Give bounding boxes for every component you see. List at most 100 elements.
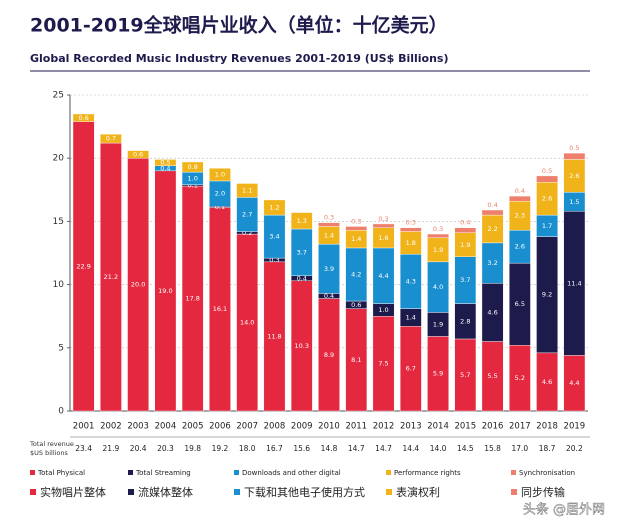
value-label: 1.7	[542, 222, 552, 230]
value-label: 1.6	[378, 234, 388, 242]
bar-segment	[263, 199, 286, 216]
total-label: 14.8	[321, 444, 338, 453]
value-label: 5.7	[460, 371, 470, 379]
value-label: 0.4	[324, 292, 334, 300]
legend-label: Total Physical	[37, 469, 85, 477]
value-label: 5.2	[515, 374, 525, 382]
x-tick-label: 2003	[127, 422, 149, 432]
x-tick-label: 2010	[318, 422, 340, 432]
value-label: 6.7	[406, 365, 416, 373]
value-label: 4.0	[433, 283, 443, 291]
value-label: 2.2	[487, 225, 497, 233]
total-label: 17.0	[511, 444, 528, 453]
value-label: 2.8	[460, 317, 470, 325]
value-label: 1.0	[215, 171, 225, 179]
value-label: 3.9	[324, 265, 334, 273]
value-label: 0.7	[106, 135, 116, 143]
value-label: 0.1	[188, 181, 198, 189]
value-label: 0.8	[188, 163, 198, 171]
x-tick-label: 2001	[73, 422, 95, 432]
value-label: 10.3	[294, 342, 308, 350]
x-tick-label: 2015	[454, 422, 476, 432]
total-label: 14.5	[457, 444, 474, 453]
value-label: 1.0	[188, 174, 198, 182]
legend-label: 同步传输	[521, 485, 565, 499]
x-tick-label: 2005	[182, 422, 204, 432]
bar-segment	[372, 223, 395, 228]
y-tick-label: 15	[53, 217, 64, 227]
y-tick-label: 10	[53, 280, 65, 290]
value-label: 1.4	[406, 313, 416, 321]
bar-segment	[536, 175, 558, 183]
value-label: 2.6	[515, 243, 525, 251]
x-tick-label: 2016	[482, 422, 504, 432]
value-label: 3.7	[460, 276, 470, 284]
bar-segment	[127, 150, 149, 159]
value-label: 5.5	[487, 372, 497, 380]
y-tick-label: 20	[53, 154, 65, 164]
legend-swatch	[511, 470, 516, 475]
value-label: 7.5	[378, 360, 388, 368]
value-label: 0.6	[78, 114, 88, 122]
legend-label: 表演权利	[396, 485, 440, 499]
value-label: 8.1	[351, 356, 361, 364]
value-label: 9.2	[542, 291, 552, 299]
totals-label: Total revenue	[29, 440, 74, 448]
x-tick-label: 2002	[100, 422, 122, 432]
bar-segment	[509, 195, 531, 202]
value-label: 21.2	[104, 273, 118, 281]
legend-swatch	[30, 489, 36, 495]
bar-segment	[236, 183, 259, 198]
value-label: 1.5	[569, 198, 579, 206]
value-label: 0.5	[569, 144, 579, 152]
bar-segment	[563, 152, 586, 160]
bar-segment	[345, 226, 368, 231]
value-label: 17.8	[185, 295, 199, 303]
value-label: 14.0	[240, 319, 254, 327]
total-label: 18.0	[239, 444, 256, 453]
value-label: 1.4	[351, 235, 361, 243]
legend-label: Performance rights	[394, 469, 461, 477]
legend-label: 流媒体整体	[138, 485, 193, 499]
total-label: 20.3	[157, 444, 174, 453]
bar-segment	[318, 222, 340, 227]
value-label: 1.9	[433, 246, 443, 254]
value-label: 19.0	[158, 287, 172, 295]
value-label: 4.6	[487, 308, 497, 316]
value-label: 0.4	[487, 201, 497, 209]
value-label: 2.3	[515, 212, 525, 220]
value-label: 0.6	[351, 301, 361, 309]
x-tick-label: 2006	[209, 422, 231, 432]
x-tick-label: 2004	[155, 422, 177, 432]
total-label: 14.7	[348, 444, 365, 453]
value-label: 2.0	[215, 190, 225, 198]
bar-segment	[399, 227, 422, 232]
value-label: 0.4	[460, 219, 470, 227]
value-label: 4.4	[378, 272, 388, 280]
value-label: 1.1	[242, 186, 252, 194]
value-label: 6.5	[515, 300, 525, 308]
bar-segment	[72, 113, 95, 122]
value-label: 4.6	[542, 378, 552, 386]
value-label: 2.7	[242, 210, 252, 218]
value-label: 16.1	[213, 305, 227, 313]
value-label: 1.9	[433, 320, 443, 328]
bar-segment	[481, 209, 504, 216]
value-label: 0.1	[215, 203, 225, 211]
bar-segment	[290, 212, 313, 230]
watermark: 头条 @居外网	[523, 502, 605, 518]
chart-title: 2001-2019全球唱片业收入（单位：十亿美元）	[30, 14, 448, 37]
total-label: 14.0	[430, 444, 447, 453]
y-tick-label: 5	[58, 343, 64, 353]
legend-swatch	[386, 470, 391, 475]
value-label: 0.5	[542, 167, 552, 175]
y-tick-label: 25	[53, 91, 64, 101]
total-label: 15.6	[293, 444, 310, 453]
legend-swatch	[234, 470, 239, 475]
x-tick-label: 2008	[264, 422, 286, 432]
x-tick-label: 2018	[536, 422, 558, 432]
value-label: 4.4	[569, 379, 579, 387]
x-tick-label: 2011	[345, 422, 367, 432]
value-label: 0.3	[351, 217, 361, 225]
